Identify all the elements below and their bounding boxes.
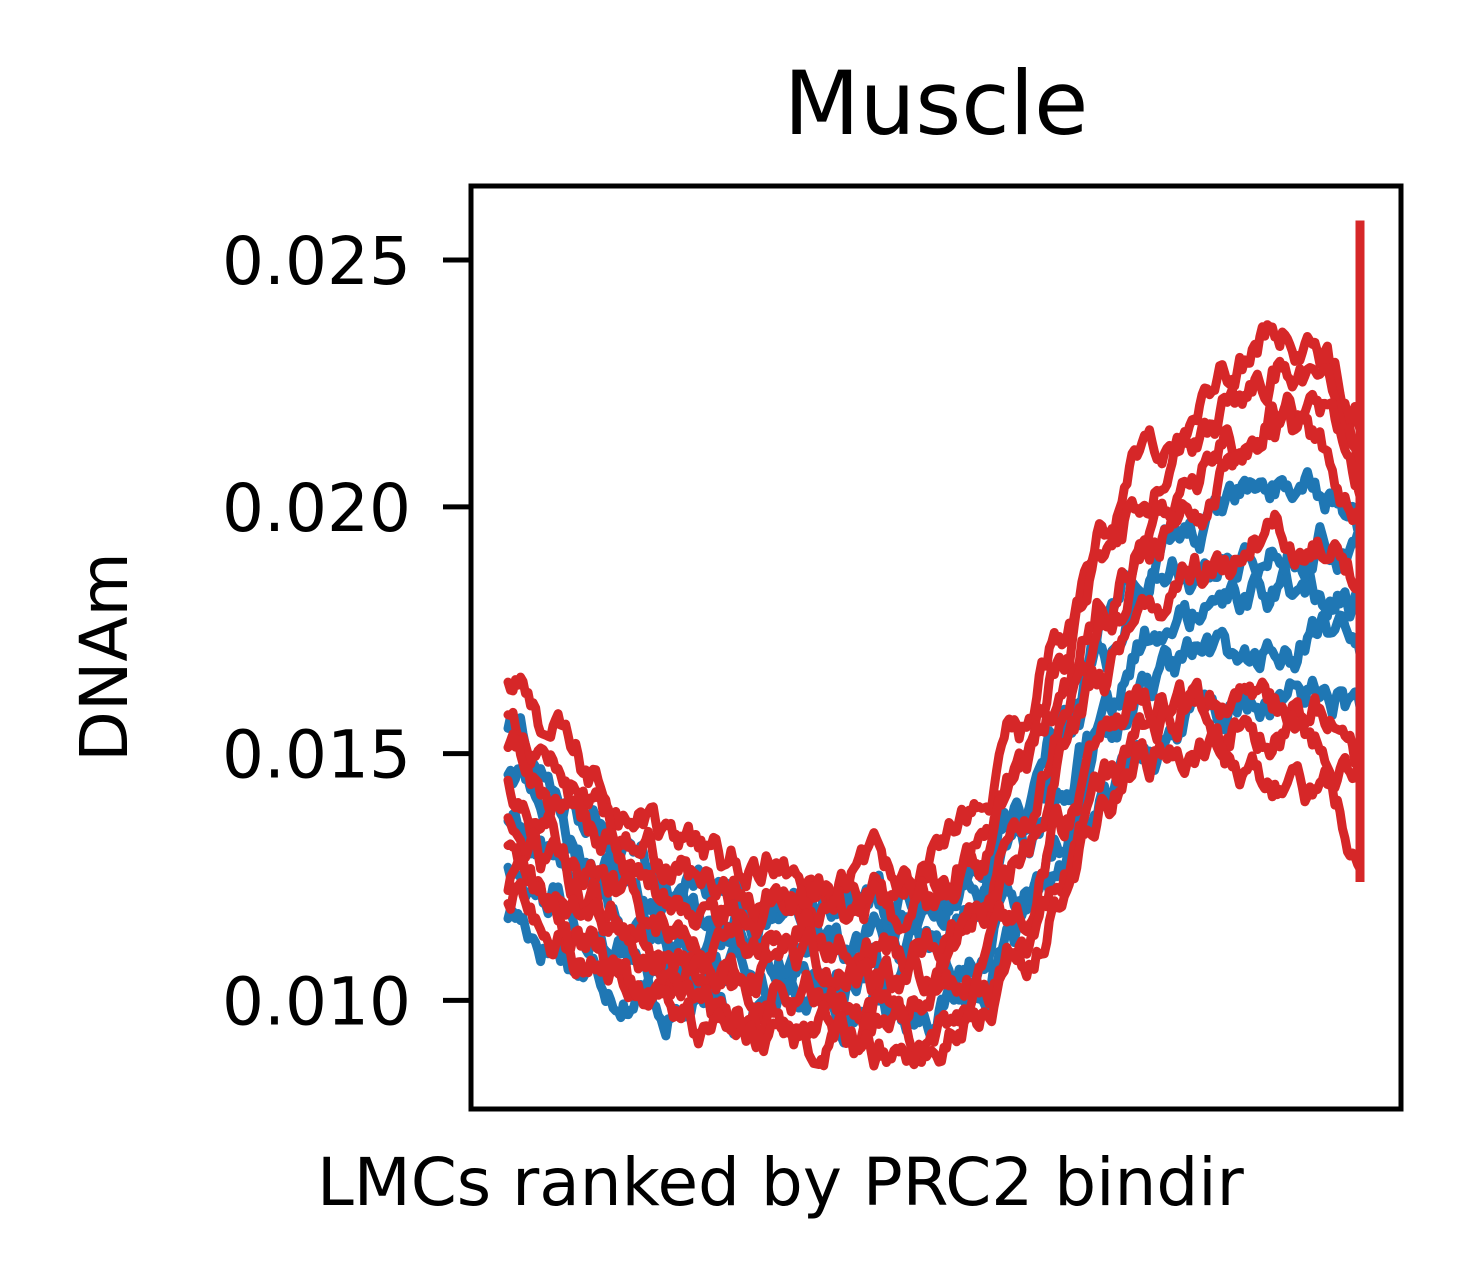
red-series-line (503, 723, 1365, 1071)
red-series-line (503, 389, 1365, 940)
chart-title: Muscle (784, 52, 1089, 155)
y-tick-label: 0.015 (222, 717, 411, 794)
y-axis-label: DNAm (66, 552, 143, 762)
red-series-line (503, 356, 1365, 930)
y-tick-label: 0.010 (222, 963, 411, 1040)
plot-frame (468, 183, 1404, 1112)
red-series-line (503, 402, 1365, 974)
blue-series-line (503, 522, 1365, 954)
red-series-line (503, 677, 1365, 1032)
y-tick-label: 0.025 (222, 223, 411, 300)
y-ticks: 0.010 0.015 0.020 0.025 (222, 223, 471, 1040)
x-axis-label: LMCs ranked by PRC2 bindir (317, 1144, 1245, 1221)
y-tick-label: 0.020 (222, 470, 411, 547)
red-series-line (503, 320, 1365, 907)
series-layer (503, 220, 1365, 1071)
